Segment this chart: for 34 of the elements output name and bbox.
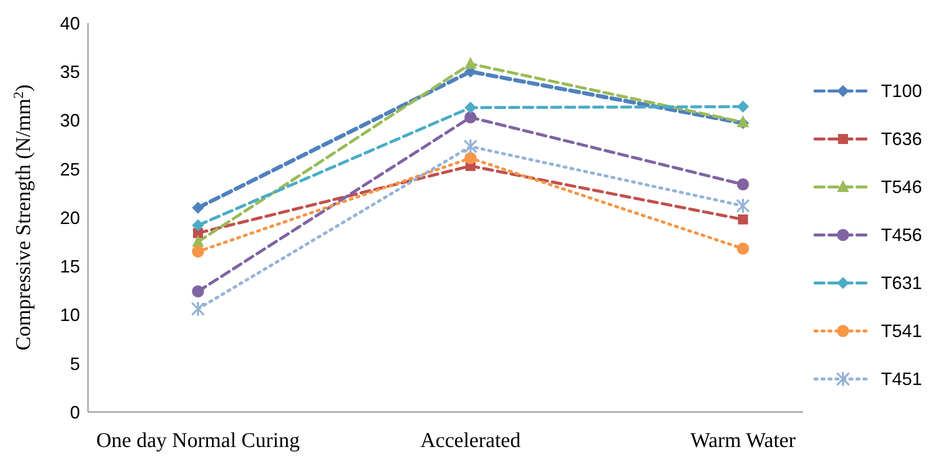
y-tick-label: 25 [60, 159, 80, 180]
point [736, 100, 749, 113]
point [738, 214, 748, 224]
legend-label: T541 [880, 320, 922, 342]
y-tick-label: 40 [60, 13, 80, 34]
y-tick-label: 35 [60, 62, 80, 82]
x-tick-label: Accelerated [420, 428, 522, 452]
point [464, 111, 476, 124]
point [191, 300, 205, 317]
point [463, 138, 478, 155]
legend-label: T546 [880, 176, 922, 198]
point [192, 285, 204, 298]
point [464, 102, 476, 114]
x-tick-label: Warm Water [690, 428, 796, 452]
point [464, 152, 476, 164]
point [192, 202, 204, 214]
point [192, 219, 204, 232]
y-tick-label: 20 [60, 208, 80, 228]
point [736, 178, 749, 190]
legend-label: T456 [880, 224, 922, 246]
y-tick-label: 10 [60, 305, 80, 326]
legend-label: T631 [880, 272, 922, 294]
x-tick-label: One day Normal Curing [96, 428, 300, 452]
point [736, 242, 749, 255]
legend-label: T100 [880, 80, 922, 102]
point [736, 198, 750, 214]
legend-label: T636 [880, 128, 922, 150]
point [192, 246, 204, 258]
point [464, 56, 476, 69]
y-tick-label: 0 [70, 402, 80, 422]
y-tick-label: 5 [70, 354, 80, 374]
y-tick-label: 15 [60, 256, 80, 277]
legend-label: T451 [880, 368, 922, 390]
y-tick-label: 30 [60, 110, 80, 131]
